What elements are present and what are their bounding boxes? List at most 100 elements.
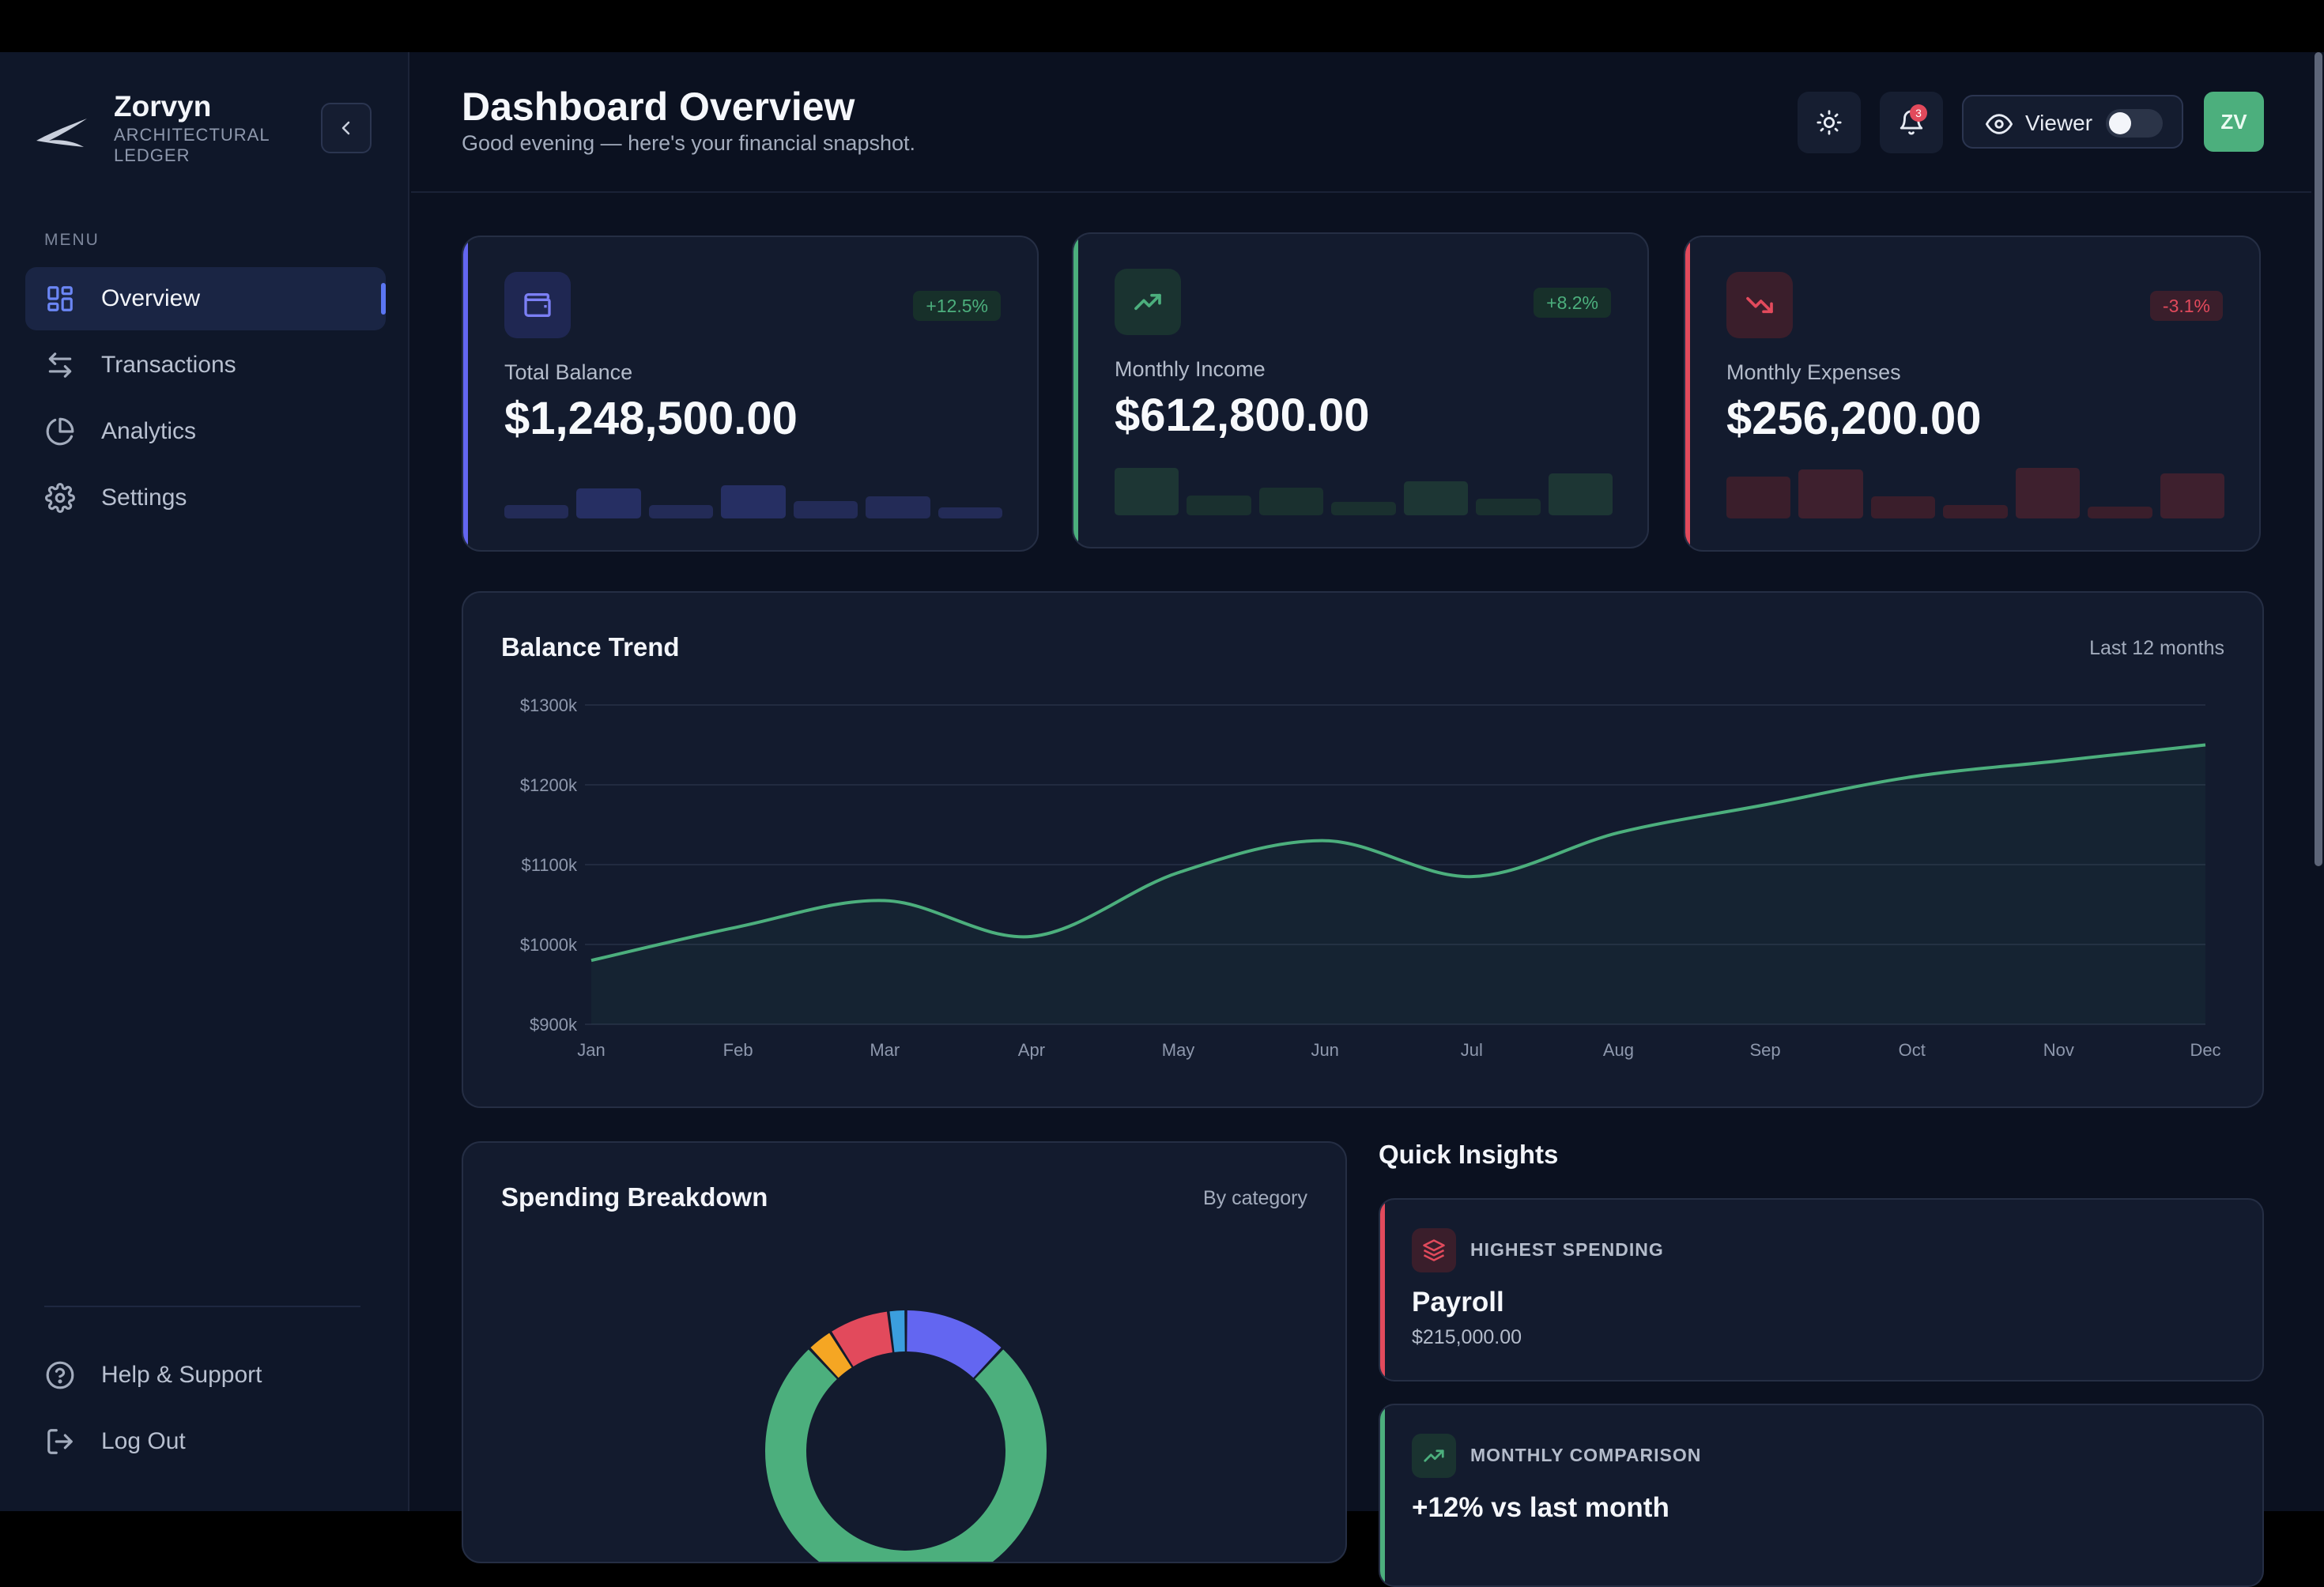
stat-label: Total Balance [504, 360, 633, 384]
wing-logo-icon [36, 119, 87, 147]
viewer-label: Viewer [2025, 111, 2093, 135]
insight-value: $215,000.00 [1412, 1326, 1522, 1348]
spending-donut-chart [765, 1310, 1047, 1563]
page-scrollbar-thumb[interactable] [2315, 52, 2322, 866]
layers-icon [1412, 1228, 1456, 1272]
spark-bar [1726, 476, 1791, 518]
x-tick-label: Oct [1899, 1040, 1926, 1060]
stat-card-total-balance: +12.5% Total Balance $1,248,500.00 [462, 236, 1039, 552]
help-support-label: Help & Support [101, 1362, 262, 1388]
spending-breakdown-title: Spending Breakdown [501, 1182, 768, 1212]
donut-slice[interactable] [810, 1333, 852, 1378]
sidebar-item-analytics[interactable]: Analytics [25, 400, 386, 463]
spark-bar [2015, 467, 2081, 518]
collapse-sidebar-button[interactable] [321, 103, 372, 153]
y-tick-label: $900k [530, 1015, 578, 1035]
y-tick-label: $1300k [520, 695, 578, 715]
chevron-left-icon [341, 121, 350, 135]
sparkline-bars [1726, 463, 2224, 518]
pie-chart-icon [44, 416, 76, 447]
spark-bar [1258, 488, 1324, 515]
logout-icon [44, 1426, 76, 1457]
x-tick-label: Aug [1603, 1040, 1634, 1060]
trending-up-icon [1115, 269, 1181, 335]
insight-highest-spending: HIGHEST SPENDING Payroll $215,000.00 [1379, 1198, 2264, 1382]
spark-bar [1548, 473, 1613, 515]
insight-title: +12% vs last month [1412, 1492, 1669, 1523]
viewer-toggle[interactable] [2106, 109, 2163, 138]
spark-bar [1331, 502, 1396, 515]
viewer-mode-control[interactable]: Viewer [1962, 95, 2183, 149]
wallet-icon [504, 272, 571, 338]
spark-bar [1476, 499, 1541, 515]
sidebar-item-label: Settings [101, 484, 187, 511]
brand: Zorvyn ARCHITECTURAL LEDGER [35, 90, 383, 177]
sparkline-bars [1115, 460, 1613, 515]
card-accent [1685, 237, 1690, 550]
sidebar-bottom-nav: Help & Support Log Out [25, 1344, 386, 1476]
brand-name: Zorvyn [114, 90, 212, 123]
card-accent [463, 237, 468, 550]
sidebar-item-transactions[interactable]: Transactions [25, 334, 386, 397]
balance-trend-title: Balance Trend [501, 632, 680, 662]
sidebar-nav: Overview Transactions Analytics Settings [25, 267, 386, 533]
sidebar-item-settings[interactable]: Settings [25, 466, 386, 530]
arrows-swap-icon [44, 349, 76, 381]
notifications-button[interactable]: 3 [1880, 92, 1943, 153]
app-root: Zorvyn ARCHITECTURAL LEDGER MENU Overvie… [0, 52, 2324, 1587]
brand-subtitle-line2: LEDGER [114, 145, 191, 165]
donut-slice[interactable] [889, 1310, 906, 1352]
logout-link[interactable]: Log Out [25, 1410, 386, 1473]
insight-monthly-comparison: MONTHLY COMPARISON +12% vs last month [1379, 1404, 2264, 1587]
x-tick-label: Sep [1750, 1040, 1781, 1060]
spark-bar [793, 500, 858, 518]
stat-card-monthly-income: +8.2% Monthly Income $612,800.00 [1072, 232, 1649, 548]
x-tick-label: Feb [723, 1040, 753, 1060]
sidebar-item-label: Transactions [101, 352, 236, 378]
delta-badge: +12.5% [913, 291, 1001, 321]
theme-toggle-button[interactable] [1798, 92, 1861, 153]
insight-title: Payroll [1412, 1287, 1504, 1317]
eye-icon [1986, 114, 2013, 134]
sidebar-divider [44, 1306, 360, 1307]
help-circle-icon [44, 1359, 76, 1391]
notification-count-badge: 3 [1910, 104, 1927, 122]
donut-slice[interactable] [906, 1310, 1002, 1378]
x-tick-label: Jun [1311, 1040, 1338, 1060]
spark-bar [866, 496, 930, 518]
y-tick-label: $1100k [521, 855, 578, 875]
brand-subtitle: ARCHITECTURAL LEDGER [114, 125, 296, 166]
trend-area [591, 744, 2205, 1024]
x-tick-label: Apr [1018, 1040, 1045, 1060]
spark-bar [1403, 481, 1469, 515]
gear-icon [44, 482, 76, 514]
toggle-knob [2109, 112, 2131, 134]
x-tick-label: Dec [2190, 1040, 2220, 1060]
trending-up-icon [1412, 1434, 1456, 1478]
sun-icon [1817, 110, 1842, 135]
balance-trend-chart: $900k $1000k $1100k $1200k $1300k Jan Feb Mar Ap… [520, 695, 2221, 1060]
spark-bar [1870, 496, 1936, 518]
balance-trend-range: Last 12 months [2089, 637, 2224, 659]
stat-value: $612,800.00 [1115, 390, 1370, 441]
spark-bar [648, 505, 714, 518]
sidebar-item-label: Overview [101, 285, 201, 311]
y-tick-label: $1000k [520, 935, 578, 955]
donut-slice[interactable] [765, 1349, 1047, 1563]
stat-value: $256,200.00 [1726, 393, 1982, 444]
donut-slice[interactable] [832, 1311, 893, 1367]
spark-bar [576, 488, 641, 518]
delta-badge: +8.2% [1534, 288, 1611, 318]
menu-label: MENU [44, 231, 100, 249]
x-tick-label: May [1162, 1040, 1195, 1060]
help-support-link[interactable]: Help & Support [25, 1344, 386, 1407]
user-avatar[interactable]: ZV [2204, 92, 2264, 152]
spark-bar [938, 507, 1002, 518]
insight-label: MONTHLY COMPARISON [1470, 1445, 1702, 1465]
logout-label: Log Out [101, 1428, 186, 1454]
x-tick-label: Nov [2043, 1040, 2074, 1060]
brand-subtitle-line1: ARCHITECTURAL [114, 125, 270, 145]
card-accent [1073, 234, 1078, 547]
page-title: Dashboard Overview [462, 85, 855, 129]
sidebar-item-overview[interactable]: Overview [25, 267, 386, 330]
